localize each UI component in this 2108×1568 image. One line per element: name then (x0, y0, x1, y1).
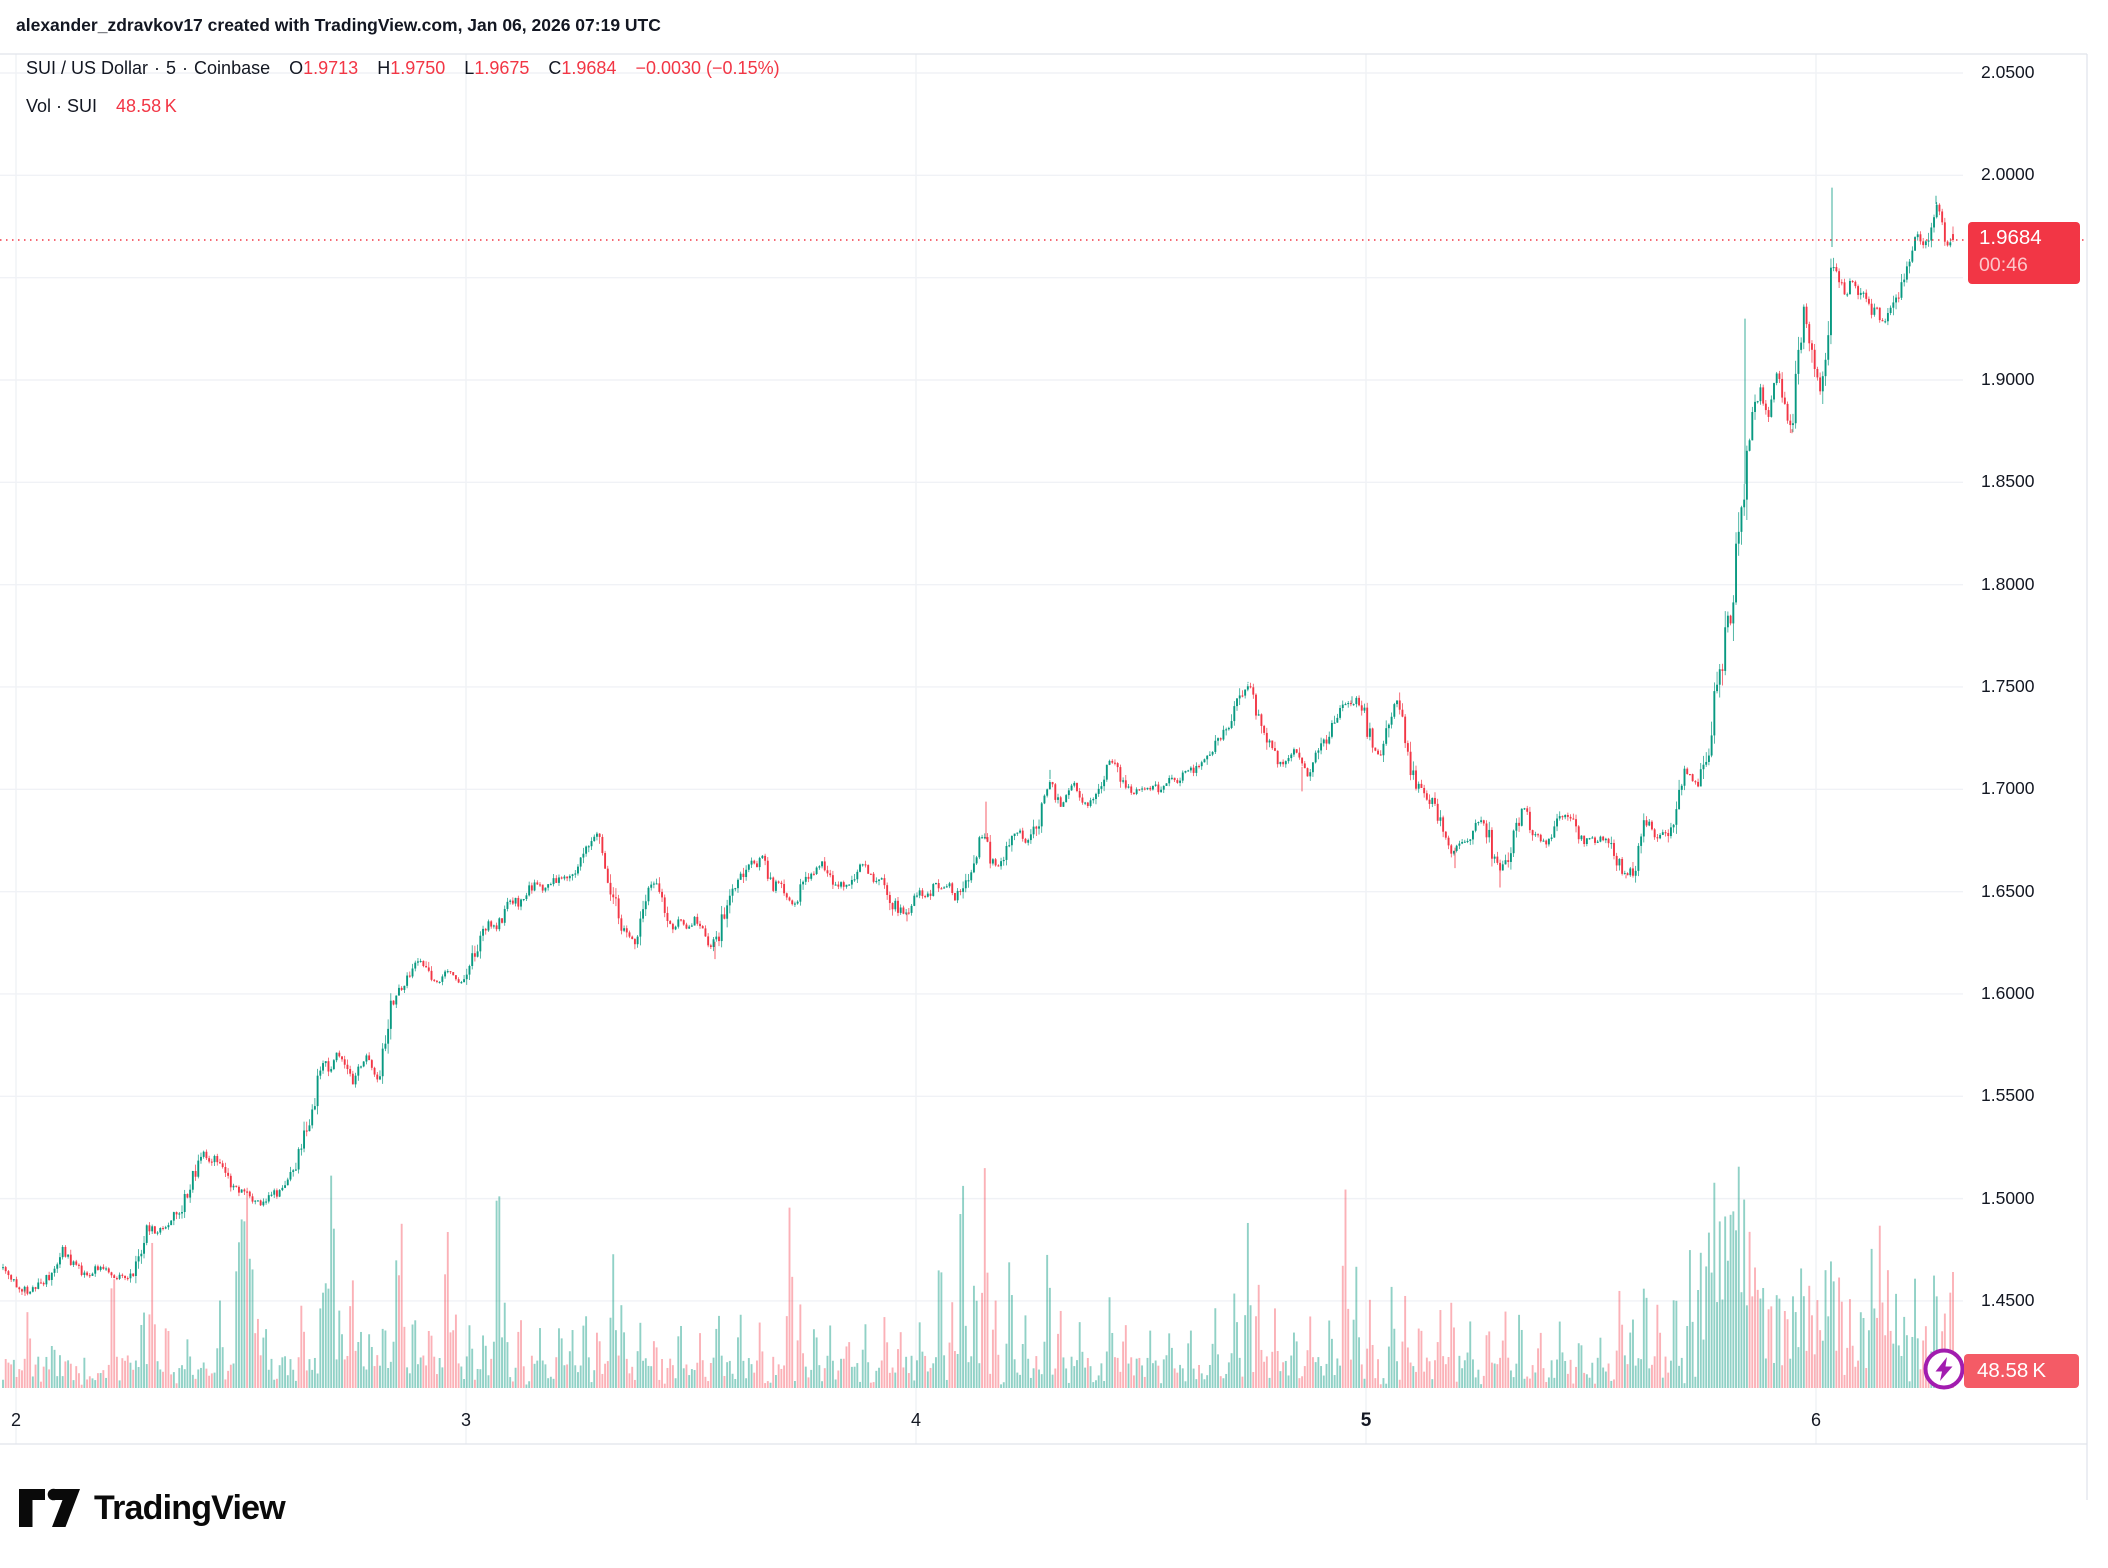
price-tick-label: 1.5500 (1981, 1085, 2035, 1106)
chart-legend: SUI / US Dollar · 5 · Coinbase O1.9713 H1.97… (26, 56, 780, 132)
last-price-badge: 1.9684 00:46 (1968, 222, 2080, 284)
price-tick-label: 2.0500 (1981, 62, 2035, 82)
price-tick-label: 1.8000 (1981, 573, 2035, 594)
symbol-name: SUI / US Dollar (26, 58, 149, 78)
price-tick-label: 1.5000 (1981, 1187, 2035, 1208)
interval-label: 5 (166, 58, 177, 78)
price-tick-label: 1.7500 (1981, 675, 2035, 696)
high-label: H (377, 58, 391, 78)
price-tick-label: 2.0000 (1981, 164, 2035, 185)
exchange-label: Coinbase (194, 58, 271, 78)
change-value: −0.0030 (−0.15%) (635, 58, 780, 78)
time-tick-label: 5 (1360, 1410, 1372, 1431)
volume-value: 48.58 K (116, 96, 177, 116)
price-tick-label: 1.8500 (1981, 471, 2035, 492)
open-value: 1.9713 (303, 58, 359, 78)
open-label: O (289, 58, 304, 78)
time-tick-label: 2 (10, 1410, 22, 1430)
volume-label: Vol · SUI (26, 96, 98, 116)
close-label: C (548, 58, 562, 78)
tradingview-logo-icon (19, 1488, 80, 1527)
tradingview-logo[interactable]: TradingView (18, 1486, 286, 1530)
legend-volume-row[interactable]: Vol · SUI 48.58 K (26, 94, 780, 132)
attribution-text: alexander_zdravkov17 created with Tradin… (16, 15, 661, 35)
price-tick-label: 1.4500 (1981, 1289, 2035, 1310)
flash-icon[interactable] (1920, 1345, 1968, 1393)
volume-badge: 48.58 K (1964, 1354, 2079, 1388)
close-value: 1.9684 (561, 58, 617, 78)
price-tick-label: 1.9000 (1981, 368, 2035, 389)
time-tick-label: 6 (1810, 1410, 1822, 1430)
low-value: 1.9675 (474, 58, 530, 78)
price-tick-label: 1.6000 (1981, 982, 2035, 1003)
tradingview-wordmark: TradingView (94, 1488, 286, 1527)
price-tick-label: 1.6500 (1981, 880, 2035, 901)
legend-symbol-row[interactable]: SUI / US Dollar · 5 · Coinbase O1.9713 H1.97… (26, 58, 780, 78)
time-tick-label: 3 (460, 1410, 472, 1430)
low-label: L (464, 58, 475, 78)
high-value: 1.9750 (390, 58, 446, 78)
price-tick-label: 1.7000 (1981, 778, 2035, 799)
time-tick-label: 4 (910, 1410, 922, 1430)
last-price-value: 1.9684 (1979, 226, 2042, 249)
bar-countdown: 00:46 (1979, 254, 2028, 276)
